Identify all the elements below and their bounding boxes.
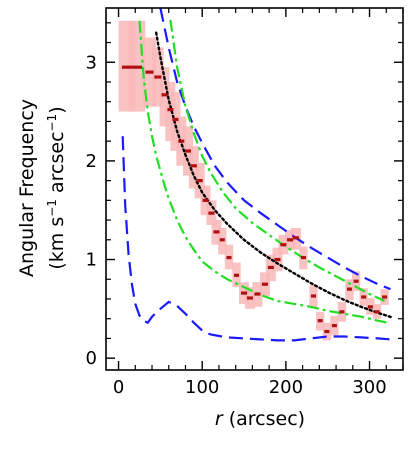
y-tick-label-3: 3 (86, 52, 97, 73)
error-box-4 (159, 67, 170, 127)
y-axis-unit-sup1: −1 (45, 199, 59, 217)
curve-3-dashdot (138, 20, 389, 324)
x-tick-label-3: 300 (352, 377, 386, 398)
y-axis-unit-sup2: −1 (45, 114, 59, 132)
x-tick-label-2: 200 (269, 377, 303, 398)
y-tick-label-2: 2 (86, 151, 97, 172)
x-axis-title: r (arcsec) (215, 408, 305, 430)
y-axis-unit-suffix: ) (46, 106, 68, 113)
y-axis-unit-mid: arcsec (46, 131, 68, 199)
curve-layer (121, 7, 395, 342)
y-axis-unit-prefix: (km s (46, 217, 68, 270)
point-layer (121, 65, 388, 334)
y-axis-title-line1: Angular Frequency (16, 99, 38, 277)
x-tick-label-1: 100 (185, 377, 219, 398)
x-tick-label-0: 0 (113, 377, 124, 398)
curve-4-dashed (121, 136, 391, 342)
error-band-layer (118, 20, 389, 341)
curve-2-dotted (155, 31, 395, 319)
curve-1-dashdot (169, 19, 386, 302)
y-tick-label-0: 0 (86, 348, 97, 369)
curve-0-dashed (159, 7, 391, 291)
x-axis-variable: r (215, 408, 224, 430)
plot-frame (105, 7, 404, 371)
tick-layer: 0 100 200 300 0 1 2 3 (86, 8, 404, 398)
y-axis-title-line2: (km s−1 arcsec−1) (45, 106, 68, 269)
error-box-5 (165, 81, 176, 142)
y-tick-label-1: 1 (86, 250, 97, 271)
x-axis-unit: (arcsec) (229, 408, 305, 430)
